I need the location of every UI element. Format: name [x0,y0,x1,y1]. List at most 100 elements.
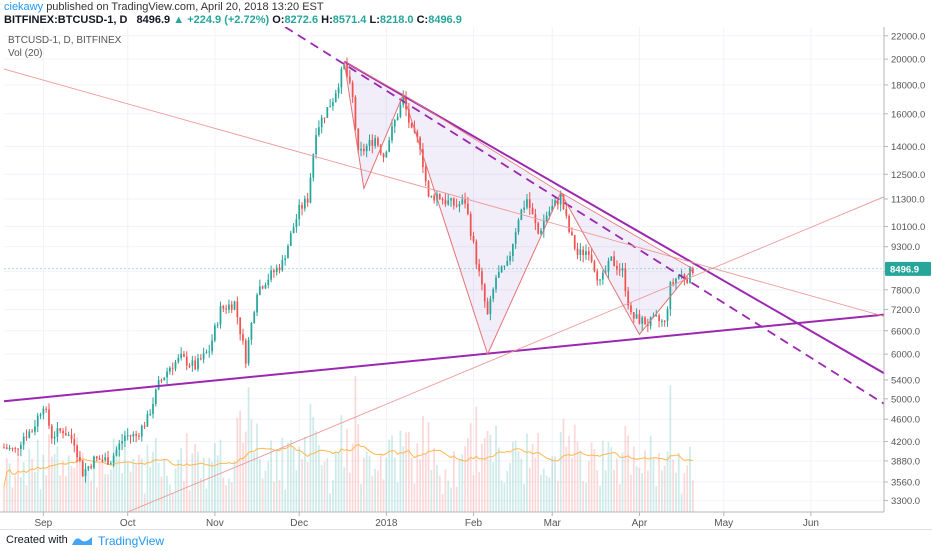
candle-body [8,447,11,449]
candle-body [438,194,441,200]
volume-bar [568,435,570,512]
volume-bar [644,450,646,512]
volume-bar [506,470,509,512]
volume-bar [287,442,289,512]
author-link[interactable]: ciekawy [4,1,44,13]
price-tick-label: 4200.0 [891,437,920,448]
volume-bar [157,463,160,512]
candle-body [500,266,503,273]
candle-body [604,271,607,273]
candle-body [258,286,261,295]
volume-bar [247,387,250,512]
candle-body [329,106,332,108]
volume-bar [14,475,17,512]
candle-body [90,466,93,468]
lower-uptrend-line[interactable] [3,313,884,403]
candle-body [107,457,109,465]
candle-body [506,260,509,266]
pattern-connector [343,61,404,95]
candle-body [368,139,371,146]
volume-bar [8,463,11,512]
volume-bar [191,453,194,512]
candle-body [67,434,70,436]
volume-bar [489,434,492,512]
tradingview-logo-icon[interactable] [70,533,94,547]
candle-body [281,260,284,271]
volume-bar [306,462,309,512]
time-axis[interactable]: Sep Oct Nov Dec 2018 Feb Mar Apr May Jun [0,511,884,529]
chart-legend-symbol: BTCUSD-1, D, BITFINEX [8,35,122,46]
candle-body [219,305,222,325]
candle-body [489,298,492,315]
candle-body [503,265,506,267]
volume-bar [261,478,264,512]
chart-legend-volume: Vol (20) [8,48,43,59]
orange-falling-line[interactable] [3,68,884,317]
pattern-lines[interactable] [343,61,694,356]
candle-body [84,468,87,477]
candle-body [171,367,174,369]
candle-body [509,256,511,261]
volume-bar [596,470,599,512]
volume-bar [565,446,568,512]
volume-bar [450,487,452,512]
volume-bar [351,443,354,512]
candle-body [616,265,618,270]
candle-body [528,199,531,208]
volume-bar [472,475,475,512]
time-tick-label: Apr [632,518,648,529]
volume-bar [273,481,275,512]
volume-bar [523,483,525,512]
tradingview-link[interactable]: TradingView [98,534,165,548]
volume-bar [382,479,385,512]
candle-body [126,435,129,437]
volume-bar [169,484,171,512]
volume-bar [438,475,441,512]
volume-bar [360,483,362,512]
volume-bar [222,477,225,512]
volume-bar [427,422,430,512]
dashed-downtrend-line[interactable] [284,27,884,405]
candle-body [79,457,81,461]
orange-rising-line[interactable] [127,196,884,512]
volume-bar [250,419,253,512]
price-axis[interactable]: 22000.0 20000.0 18000.0 16000.0 14000.0 12500… [883,27,931,512]
candle-body [50,425,53,439]
volume-bar [500,480,503,512]
candle-body [689,268,691,283]
volume-bar [624,426,627,512]
candle-body [222,305,225,309]
volume-bar [93,464,95,512]
volume-bar [244,431,247,512]
volume-bar [320,465,323,512]
candle-body [658,315,660,321]
trendline-drawings[interactable] [3,27,884,512]
volume-bar [104,474,107,512]
candle-body [512,243,514,257]
candle-body [542,220,545,231]
volume-bar [410,457,413,512]
volume-bar [545,475,548,512]
volume-bar [413,483,416,512]
candle-body [169,367,171,372]
candle-body [559,194,562,205]
volume-bar [264,470,267,512]
candle-body [666,309,669,321]
volume-bar [630,474,632,512]
volume-bar [183,481,185,512]
low-value: 8218.0 [379,14,414,26]
volume-bar [39,489,42,512]
volume-bar [281,437,284,512]
price-chart[interactable]: 22000.0 20000.0 18000.0 16000.0 14000.0 12500… [0,27,932,529]
volume-bar [129,471,132,512]
symbol-name[interactable]: BITFINEX:BTCUSD-1, D [4,14,128,26]
candle-body [185,356,188,366]
candle-body [270,270,272,280]
candle-body [596,271,599,281]
candle-body [208,351,211,353]
volume-bar [138,454,140,512]
volume-bar [34,472,36,512]
candle-body [98,458,101,460]
candle-body [571,231,573,236]
candle-body [292,227,295,234]
